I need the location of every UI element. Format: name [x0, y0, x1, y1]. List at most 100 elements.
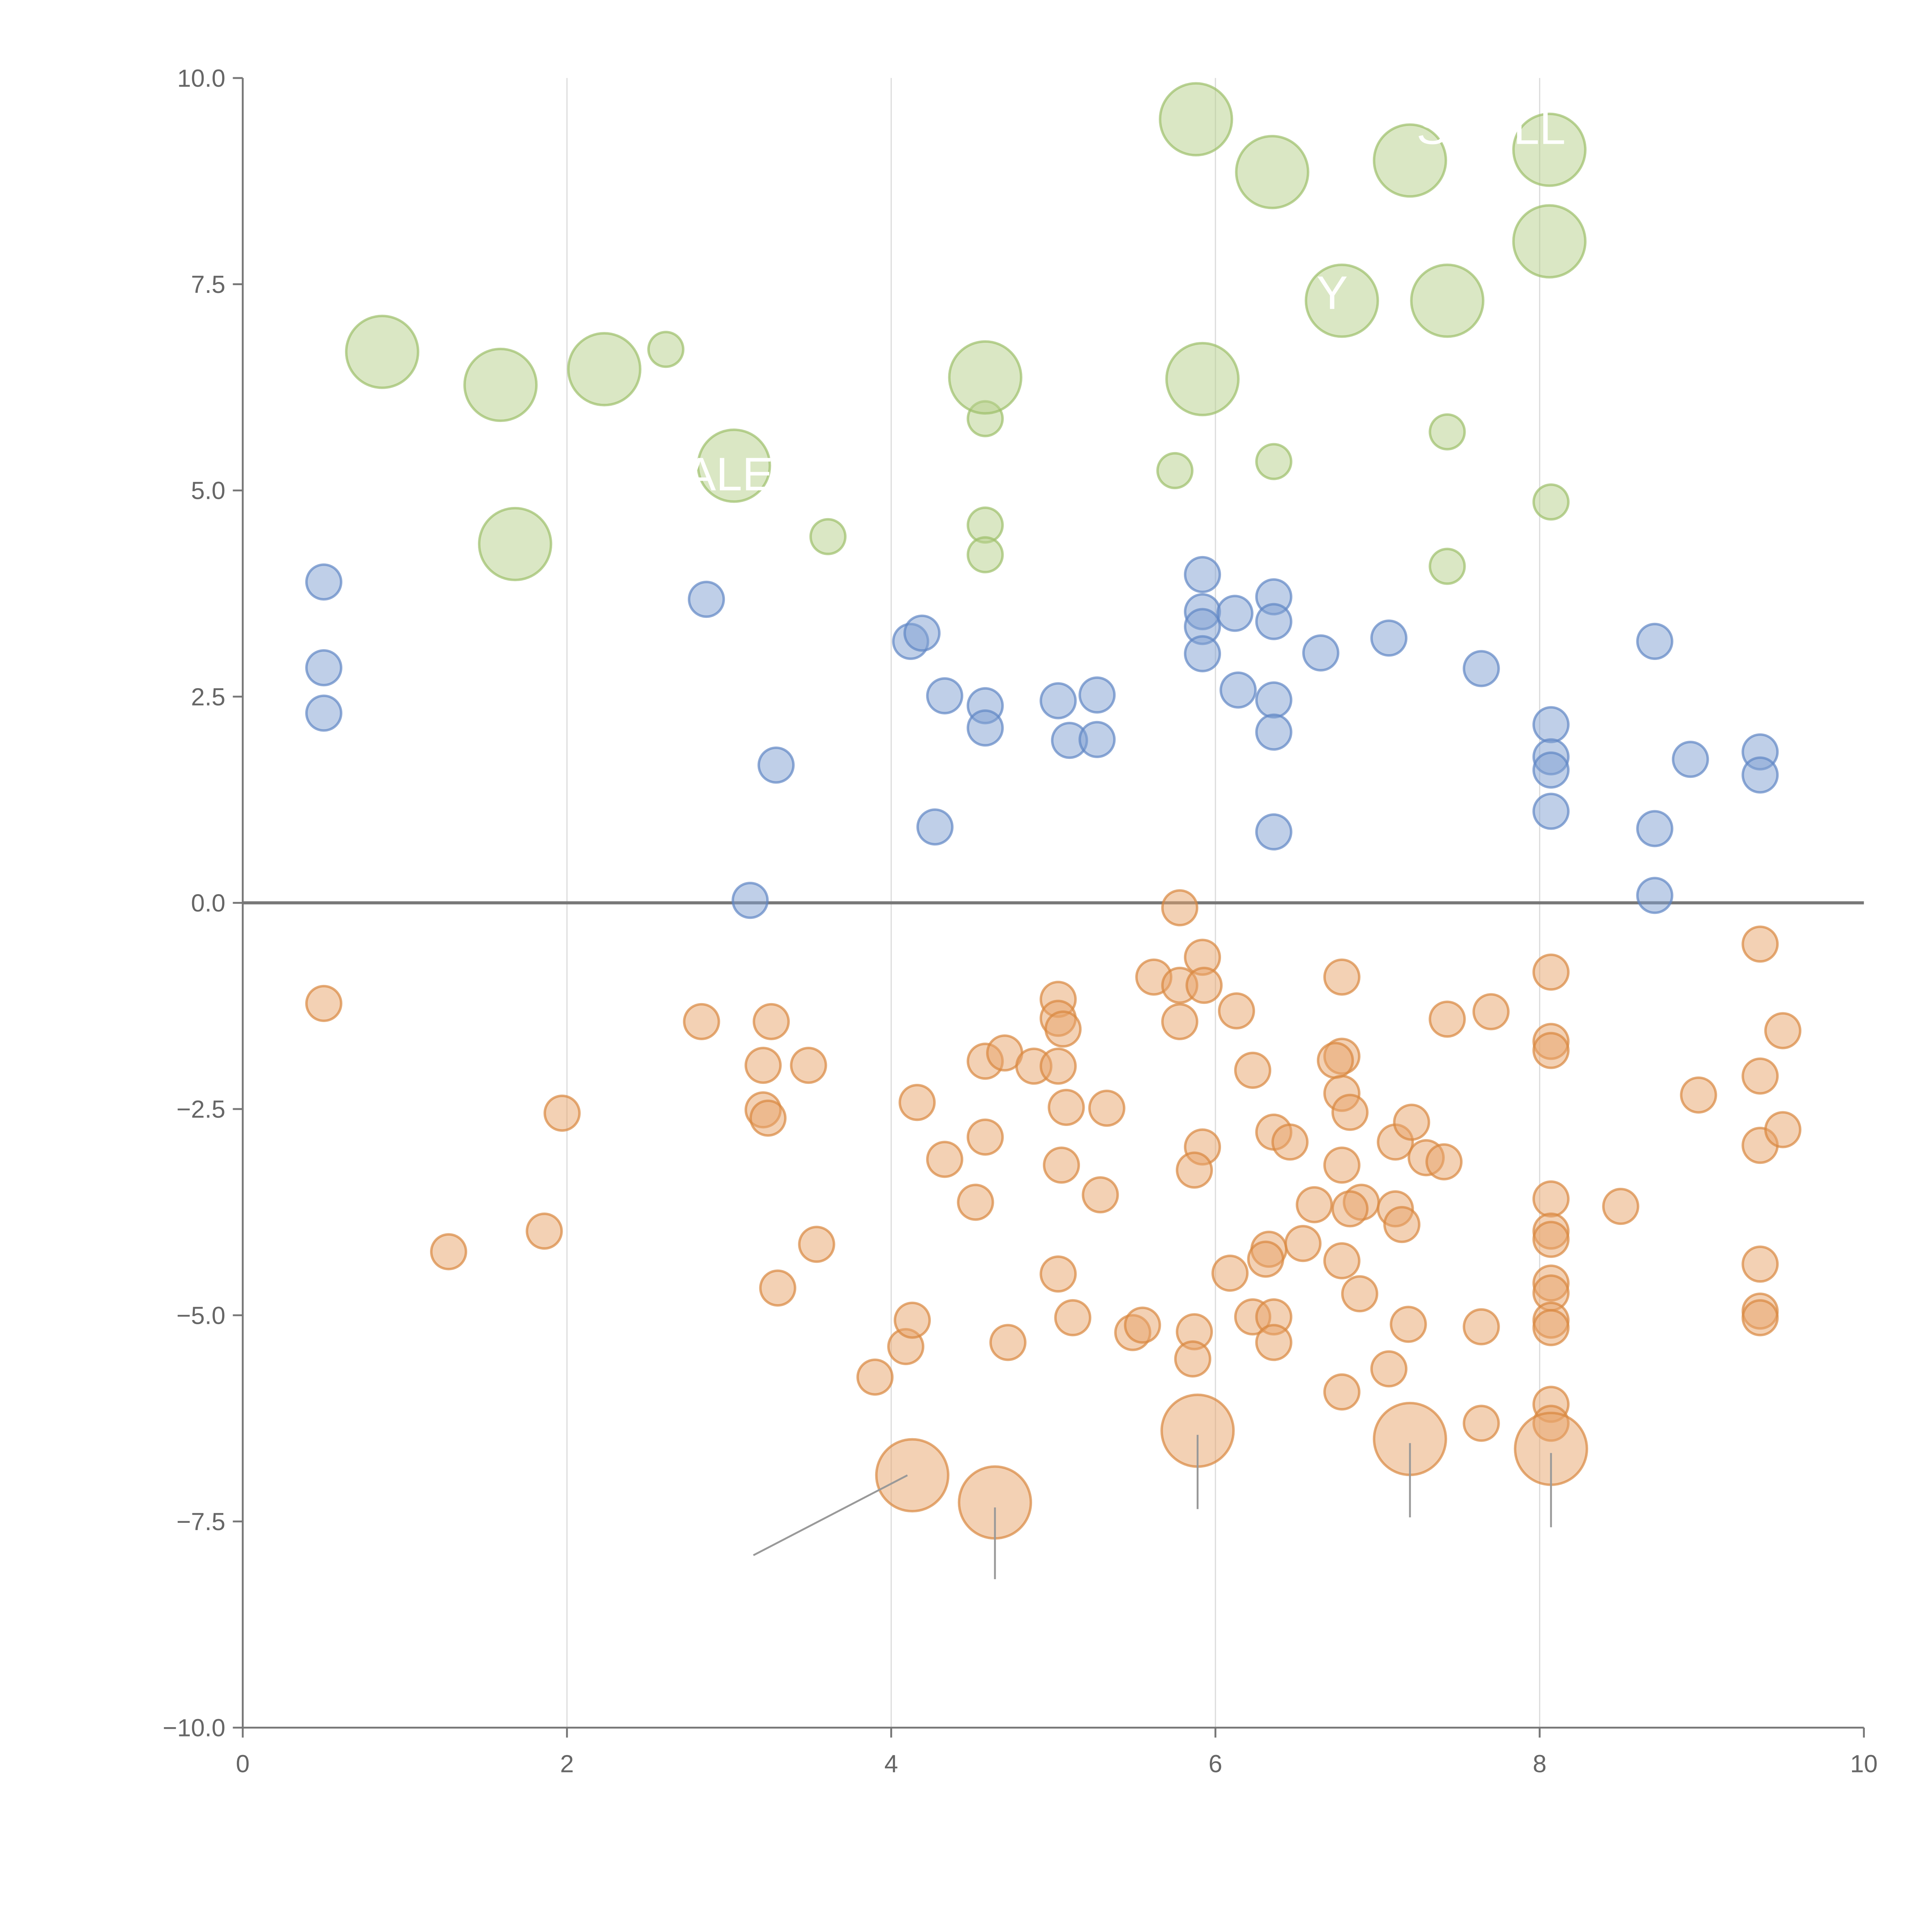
point-blue — [966, 709, 1004, 747]
point-blue — [1370, 619, 1408, 657]
point-orange — [1323, 1242, 1361, 1280]
point-blue — [305, 563, 343, 601]
data-points — [305, 82, 1802, 1540]
point-blue — [1672, 741, 1709, 778]
axes: 0 2 4 6 8 10 10.0 7.5 5.0 2.5 0.0 −2.5 −5.0 −7.5 −10.0 — [163, 64, 1878, 1777]
x-tick-label: 6 — [1209, 1750, 1223, 1778]
point-orange — [1185, 966, 1223, 1004]
point-blue — [757, 746, 795, 784]
bubble-green — [1165, 342, 1240, 417]
bubble-green — [1410, 264, 1485, 338]
y-tick-label: −7.5 — [177, 1508, 226, 1536]
point-blue — [916, 808, 954, 846]
point-blue — [1742, 756, 1779, 794]
point-orange — [989, 1324, 1027, 1361]
point-orange — [1463, 1405, 1500, 1442]
point-orange — [1323, 958, 1361, 996]
x-tick-label: 10 — [1850, 1750, 1878, 1778]
point-blue — [1255, 813, 1293, 851]
point-blue — [1532, 793, 1570, 830]
point-orange — [1234, 1051, 1272, 1089]
point-blue — [1078, 721, 1116, 758]
point-orange — [1331, 1094, 1369, 1131]
point-blue — [1039, 682, 1077, 719]
point-orange — [1742, 1057, 1779, 1095]
point-blue — [903, 614, 941, 652]
point-orange — [790, 1046, 827, 1084]
point-orange — [1602, 1188, 1639, 1225]
x-tick-label: 4 — [884, 1750, 898, 1778]
bubble-green — [1235, 135, 1310, 209]
point-blue — [1636, 877, 1673, 914]
bubble-green — [345, 315, 420, 389]
point-blue — [305, 649, 343, 687]
point-blue — [1636, 810, 1673, 847]
point-orange — [1054, 1299, 1092, 1337]
point-orange — [683, 1003, 720, 1040]
annotation-label: Y — [1316, 267, 1348, 319]
point-green — [1255, 443, 1293, 480]
point-orange — [798, 1226, 835, 1263]
point-orange — [744, 1046, 782, 1084]
point-blue — [1636, 622, 1673, 660]
point-orange — [1532, 953, 1570, 991]
point-blue — [1532, 706, 1570, 743]
point-blue — [1216, 595, 1253, 632]
leader-line — [753, 1474, 908, 1556]
point-blue — [1463, 650, 1500, 687]
point-orange — [1764, 1012, 1802, 1049]
point-orange — [1161, 1003, 1199, 1040]
point-orange — [752, 1003, 790, 1040]
point-orange — [1161, 889, 1199, 927]
point-orange — [1532, 1032, 1570, 1069]
leader-lines — [753, 1435, 1552, 1579]
point-orange — [1271, 1123, 1309, 1161]
point-orange — [1323, 1373, 1361, 1411]
point-orange — [1255, 1324, 1293, 1361]
bubble-green — [697, 429, 771, 503]
bubble-green — [948, 340, 1022, 415]
point-orange — [856, 1358, 894, 1396]
point-blue — [1184, 635, 1221, 672]
point-orange — [1316, 1042, 1354, 1079]
point-orange — [749, 1099, 787, 1137]
point-orange — [1211, 1254, 1249, 1292]
point-blue — [1184, 556, 1221, 594]
point-orange — [1389, 1306, 1427, 1343]
point-orange — [1463, 1308, 1500, 1345]
bubble-green — [1159, 82, 1233, 156]
point-orange — [957, 1184, 994, 1221]
annotation-label: ALE — [685, 448, 774, 500]
bubble-green — [463, 347, 538, 422]
point-blue — [926, 677, 963, 714]
y-tick-label: 0.0 — [191, 889, 225, 917]
y-tick-label: 7.5 — [191, 270, 225, 298]
point-orange — [1680, 1076, 1717, 1114]
bubble-green — [1372, 123, 1447, 198]
point-orange — [305, 985, 343, 1022]
point-blue — [688, 580, 725, 618]
y-tick-label: 10.0 — [177, 64, 226, 92]
point-orange — [1331, 1190, 1369, 1228]
point-orange — [1764, 1111, 1802, 1148]
point-orange — [759, 1269, 796, 1307]
bubble-orange — [875, 1438, 950, 1513]
point-blue — [1255, 681, 1293, 719]
point-green — [1532, 483, 1570, 521]
x-tick-label: 0 — [236, 1750, 250, 1778]
bubble-green — [567, 332, 641, 406]
point-orange — [1284, 1225, 1322, 1262]
point-blue — [1078, 676, 1116, 714]
point-blue — [1255, 713, 1293, 751]
point-orange — [1124, 1306, 1161, 1344]
point-orange — [1044, 1010, 1082, 1048]
point-green — [1429, 548, 1466, 585]
y-tick-label: −5.0 — [177, 1301, 226, 1329]
point-orange — [1532, 1309, 1570, 1346]
point-green — [809, 518, 847, 555]
point-orange — [526, 1213, 563, 1250]
point-blue — [731, 882, 769, 919]
point-orange — [1048, 1088, 1085, 1126]
y-tick-label: −10.0 — [163, 1714, 225, 1742]
